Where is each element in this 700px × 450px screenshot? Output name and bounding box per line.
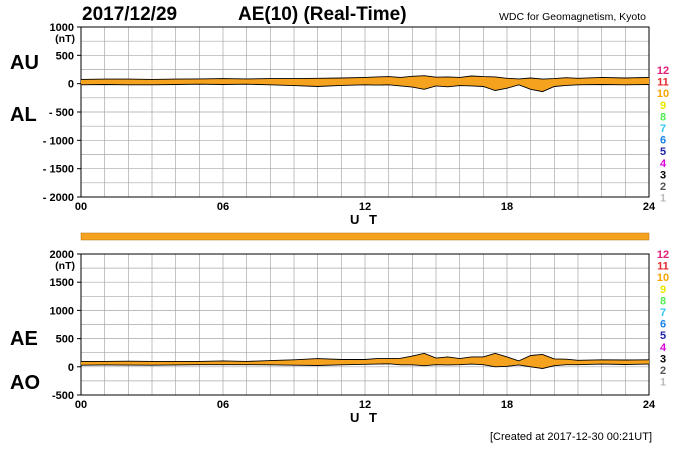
x-tick-label: 24 xyxy=(643,399,656,411)
y-tick-label: - 500 xyxy=(49,107,74,119)
y-tick-label: 1000 xyxy=(50,22,74,34)
created-timestamp: [Created at 2017-12-30 00:21UT] xyxy=(489,431,652,443)
station-count-11: 11 xyxy=(657,77,669,89)
plot-date: 2017/12/29 xyxy=(82,4,178,25)
x-tick-label: 06 xyxy=(217,201,229,213)
y-tick-label: -500 xyxy=(52,390,74,402)
data-source: WDC for Geomagnetism, Kyoto xyxy=(498,11,646,23)
station-count-7: 7 xyxy=(660,307,666,319)
station-count-9: 9 xyxy=(660,100,666,112)
series-line-au xyxy=(80,75,650,80)
station-count-10: 10 xyxy=(657,88,669,100)
y-tick-label: 500 xyxy=(56,50,74,62)
x-tick-label: 18 xyxy=(501,399,513,411)
x-axis-label: U T xyxy=(350,212,380,227)
station-count-6: 6 xyxy=(660,319,666,331)
y-tick-label: 1500 xyxy=(50,277,74,289)
index-label-ae: AE xyxy=(10,328,38,350)
y-unit-label: (nT) xyxy=(55,260,75,272)
y-tick-label: - 2000 xyxy=(43,192,74,204)
station-count-12: 12 xyxy=(657,249,669,261)
x-tick-label: 06 xyxy=(217,399,229,411)
index-label-al: AL xyxy=(10,104,37,126)
x-tick-label: 12 xyxy=(359,399,371,411)
x-tick-label: 12 xyxy=(359,201,371,213)
series-line-al xyxy=(80,83,650,93)
station-count-10: 10 xyxy=(657,272,669,284)
x-tick-label: 00 xyxy=(75,399,87,411)
station-count-4: 4 xyxy=(660,158,667,170)
station-count-2: 2 xyxy=(660,365,666,377)
station-count-4: 4 xyxy=(660,342,667,354)
y-tick-label: 1000 xyxy=(50,305,74,317)
station-count-3: 3 xyxy=(660,353,666,365)
plot-frame-ae-ao xyxy=(80,253,650,396)
station-count-6: 6 xyxy=(660,135,666,147)
station-count-7: 7 xyxy=(660,123,666,135)
y-tick-label: - 1500 xyxy=(43,164,74,176)
series-band-au-al xyxy=(81,75,649,92)
station-count-11: 11 xyxy=(657,261,669,273)
x-tick-label: 00 xyxy=(75,201,87,213)
y-tick-label: 500 xyxy=(56,334,74,346)
x-tick-label: 24 xyxy=(643,201,656,213)
station-count-8: 8 xyxy=(660,111,666,123)
y-tick-label: 2000 xyxy=(50,249,74,261)
y-tick-label: 0 xyxy=(68,79,74,91)
data-availability-bar xyxy=(80,232,650,241)
station-count-9: 9 xyxy=(660,284,666,296)
x-tick-label: 18 xyxy=(501,201,513,213)
y-unit-label: (nT) xyxy=(55,33,75,45)
station-count-1: 1 xyxy=(660,193,666,205)
index-label-ao: AO xyxy=(10,372,40,394)
station-count-2: 2 xyxy=(660,181,666,193)
station-count-12: 12 xyxy=(657,65,669,77)
y-tick-label: 0 xyxy=(68,362,74,374)
station-count-3: 3 xyxy=(660,169,666,181)
x-axis-label: U T xyxy=(350,410,380,425)
index-label-au: AU xyxy=(10,52,39,74)
station-count-5: 5 xyxy=(660,330,666,342)
station-count-8: 8 xyxy=(660,295,666,307)
plot-title: AE(10) (Real-Time) xyxy=(238,4,407,25)
series-line-ao xyxy=(80,363,650,369)
station-count-5: 5 xyxy=(660,146,666,158)
series-line-ae xyxy=(81,352,650,362)
station-count-1: 1 xyxy=(660,377,666,389)
y-tick-label: - 1000 xyxy=(43,135,74,147)
